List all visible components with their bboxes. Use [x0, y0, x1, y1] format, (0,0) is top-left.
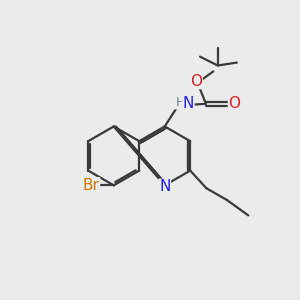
- Text: N: N: [159, 179, 170, 194]
- Text: O: O: [190, 74, 202, 88]
- Text: N: N: [183, 96, 194, 111]
- Text: H: H: [175, 96, 185, 109]
- Text: Br: Br: [82, 178, 100, 193]
- Text: O: O: [229, 96, 241, 111]
